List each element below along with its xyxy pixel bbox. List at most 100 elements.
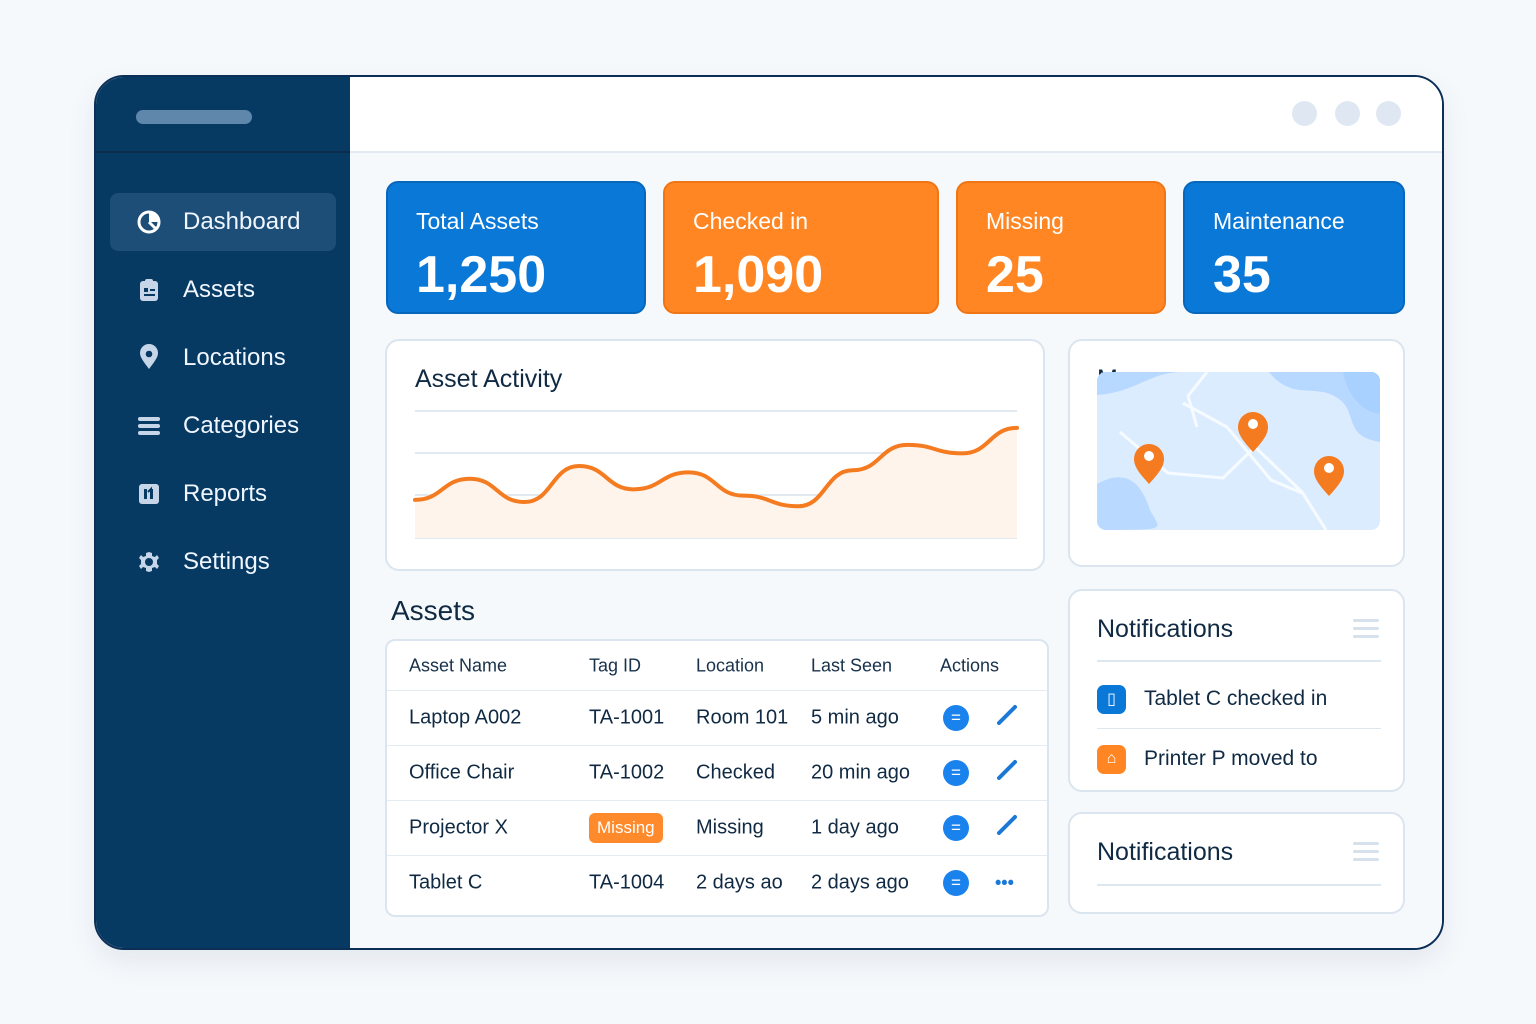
tag-id-cell: TA-1004 [589, 871, 665, 894]
view-details-button[interactable]: = [943, 760, 969, 786]
activity-chart [413, 410, 1019, 539]
map-panel[interactable]: Map [1068, 339, 1405, 567]
panel-title: Notifications [1097, 838, 1234, 866]
sidebar-item-label: Reports [183, 480, 268, 507]
stat-label: Checked in [693, 208, 809, 234]
map-canvas[interactable] [1097, 372, 1380, 530]
menu-icon[interactable] [1353, 842, 1379, 862]
missing-card[interactable]: Missing 25 [956, 181, 1166, 314]
activity-point [851, 468, 855, 472]
activity-area [415, 427, 1017, 538]
activity-point [687, 470, 691, 474]
activity-point [632, 487, 636, 491]
report-icon [135, 480, 163, 508]
brand-placeholder [136, 110, 252, 124]
table-header: Asset Name Tag ID Location Last Seen Act… [387, 641, 1047, 691]
map-graphic [1097, 372, 1380, 530]
map-pin-icon[interactable] [1238, 412, 1268, 452]
last-seen-cell: 1 day ago [811, 816, 899, 839]
activity-point [796, 504, 800, 508]
stat-value: 25 [986, 246, 1044, 304]
asset-name-cell: Projector X [409, 816, 508, 839]
view-details-button[interactable]: = [943, 815, 969, 841]
total-assets-card[interactable]: Total Assets 1,250 [386, 181, 646, 314]
view-details-button[interactable]: = [943, 705, 969, 731]
sidebar-item-dashboard[interactable]: Dashboard [110, 193, 336, 251]
divider [1097, 660, 1381, 662]
column-header-location[interactable]: Location [696, 655, 765, 675]
pencil-icon [997, 705, 1017, 725]
stat-value: 35 [1213, 246, 1271, 304]
view-details-button[interactable]: = [943, 870, 969, 896]
panel-title: Notifications [1097, 615, 1234, 643]
activity-point [468, 477, 472, 481]
table-row[interactable]: Office Chair TA-1002 Checked 20 min ago … [387, 746, 1047, 801]
asset-name-cell: Office Chair [409, 761, 515, 784]
stat-value: 1,090 [693, 246, 824, 304]
sidebar-header [96, 77, 350, 153]
window-control-dot[interactable] [1335, 101, 1360, 126]
sidebar-item-categories[interactable]: Categories [110, 397, 336, 455]
sidebar-item-label: Settings [183, 548, 270, 575]
tag-id-cell: TA-1002 [589, 761, 665, 784]
location-cell: 2 days ao [696, 871, 783, 894]
map-pin-icon[interactable] [1314, 456, 1344, 496]
location-cell: Checked [696, 761, 775, 784]
sidebar-item-label: Assets [183, 276, 256, 303]
printer-icon: ⌂ [1097, 744, 1126, 774]
pie-chart-icon [135, 208, 163, 236]
activity-point [522, 500, 526, 504]
pencil-icon [997, 760, 1017, 780]
sidebar-item-reports[interactable]: Reports [110, 465, 336, 523]
activity-point [577, 464, 581, 468]
sidebar-item-settings[interactable]: Settings [110, 533, 336, 591]
location-cell: Room 101 [696, 706, 789, 729]
divider [1097, 884, 1381, 886]
sidebar-item-label: Dashboard [183, 208, 301, 235]
menu-icon[interactable] [1353, 619, 1379, 639]
location-cell: Missing [696, 816, 764, 839]
asset-name-cell: Laptop A002 [409, 706, 522, 729]
column-header-actions: Actions [940, 655, 1000, 675]
edit-button[interactable] [995, 758, 1019, 788]
main-content: Total Assets 1,250 Checked in 1,090 Miss… [350, 77, 1442, 948]
list-icon [135, 412, 163, 440]
asset-name-cell: Tablet C [409, 871, 483, 894]
column-header-asset-name[interactable]: Asset Name [409, 655, 508, 675]
sidebar-item-assets[interactable]: Assets [110, 261, 336, 319]
sidebar-item-locations[interactable]: Locations [110, 329, 336, 387]
maintenance-card[interactable]: Maintenance 35 [1183, 181, 1405, 314]
table-row[interactable]: Tablet C TA-1004 2 days ao 2 days ago = … [387, 856, 1047, 910]
map-pin-icon[interactable] [1134, 444, 1164, 484]
activity-point [413, 498, 417, 502]
stat-value: 1,250 [416, 246, 547, 304]
tag-id-cell: Missing [589, 813, 663, 843]
assets-table: Asset Name Tag ID Location Last Seen Act… [385, 639, 1049, 917]
column-header-tag-id[interactable]: Tag ID [589, 655, 642, 675]
location-pin-icon [135, 344, 163, 372]
notification-text: Printer P moved to [1144, 747, 1318, 770]
table-row[interactable]: Projector X Missing Missing 1 day ago = [387, 801, 1047, 856]
activity-point [906, 443, 910, 447]
last-seen-cell: 5 min ago [811, 706, 899, 729]
stat-label: Total Assets [416, 208, 539, 234]
more-options-button[interactable]: ••• [995, 872, 1014, 893]
sidebar: Dashboard Assets Locations Categories [96, 77, 350, 948]
gear-icon [135, 548, 163, 576]
last-seen-cell: 20 min ago [811, 761, 910, 784]
column-header-last-seen[interactable]: Last Seen [811, 655, 893, 675]
window-control-dot[interactable] [1376, 101, 1401, 126]
assets-section-title: Assets [391, 595, 476, 626]
notification-text: Tablet C checked in [1144, 687, 1328, 710]
missing-status-badge: Missing [589, 813, 663, 843]
table-row[interactable]: Laptop A002 TA-1001 Room 101 5 min ago = [387, 691, 1047, 746]
notification-item[interactable]: ⌂ Printer P moved to [1097, 730, 1381, 788]
window-control-dot[interactable] [1292, 101, 1317, 126]
checked-in-card[interactable]: Checked in 1,090 [663, 181, 939, 314]
tablet-icon: ▯ [1097, 684, 1126, 714]
notification-item[interactable]: ▯ Tablet C checked in [1097, 670, 1381, 729]
stat-label: Missing [986, 208, 1064, 234]
edit-button[interactable] [995, 813, 1019, 843]
edit-button[interactable] [995, 703, 1019, 733]
tag-id-cell: TA-1001 [589, 706, 665, 729]
